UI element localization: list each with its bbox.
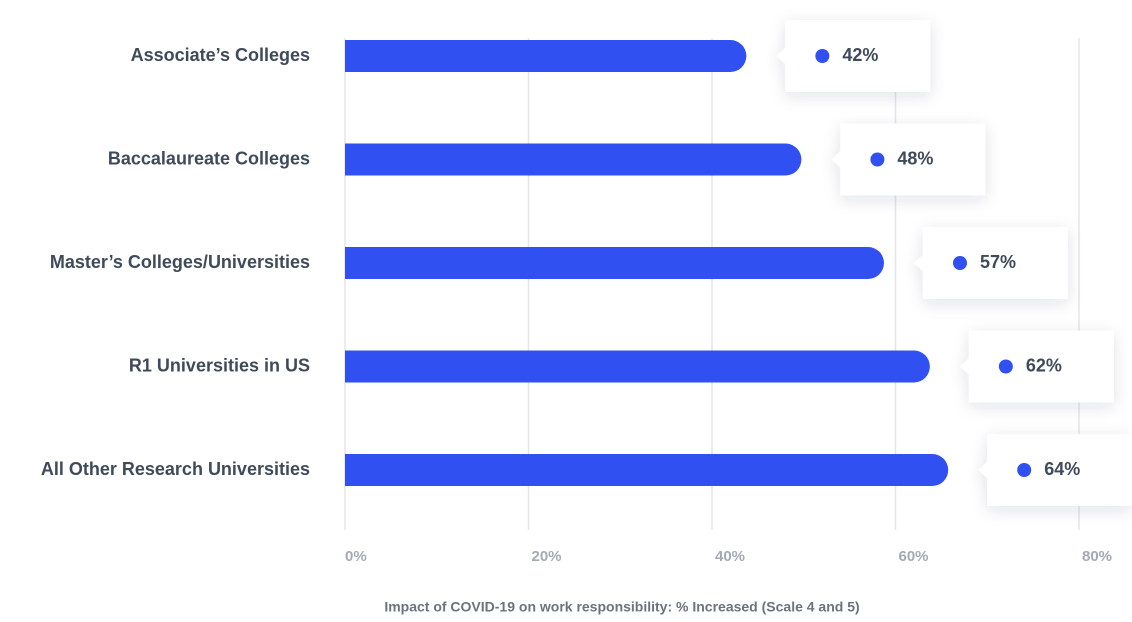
value-tooltip: 48% <box>831 123 986 196</box>
legend-dot <box>998 359 1013 374</box>
category-label: Master’s Colleges/Universities <box>50 252 310 272</box>
tooltip-box <box>959 330 1114 403</box>
value-label: 42% <box>842 45 878 65</box>
tooltip-box <box>978 434 1132 506</box>
value-tooltip: 42% <box>776 20 931 92</box>
value-tooltip: 64% <box>978 434 1132 506</box>
category-label: Baccalaureate Colleges <box>108 148 310 168</box>
bar <box>345 350 930 383</box>
x-tick-label: 60% <box>898 548 928 565</box>
category-label: R1 Universities in US <box>129 355 310 375</box>
legend-dot <box>1017 463 1032 477</box>
category-label: Associate’s Colleges <box>131 45 310 65</box>
value-label: 64% <box>1044 459 1080 479</box>
bar <box>345 454 949 486</box>
value-tooltip: 62% <box>959 330 1114 403</box>
bar <box>345 143 802 176</box>
x-tick-label: 0% <box>345 548 367 565</box>
bar <box>345 247 884 279</box>
x-tick-label: 80% <box>1082 548 1112 565</box>
tooltip-box <box>913 227 1068 299</box>
category-label: All Other Research Universities <box>41 459 310 479</box>
value-tooltip: 57% <box>913 227 1068 299</box>
tooltip-box <box>831 123 986 196</box>
value-label: 62% <box>1026 355 1062 375</box>
value-label: 48% <box>897 148 933 168</box>
legend-dot <box>870 152 885 167</box>
x-tick-label: 20% <box>531 548 561 565</box>
legend-dot <box>952 256 967 270</box>
tooltip-box <box>776 20 931 92</box>
legend-dot <box>815 49 830 63</box>
bar <box>345 40 747 72</box>
x-tick-label: 40% <box>715 548 745 565</box>
value-label: 57% <box>980 252 1016 272</box>
axis-title: Impact of COVID-19 on work responsibilit… <box>384 599 859 615</box>
